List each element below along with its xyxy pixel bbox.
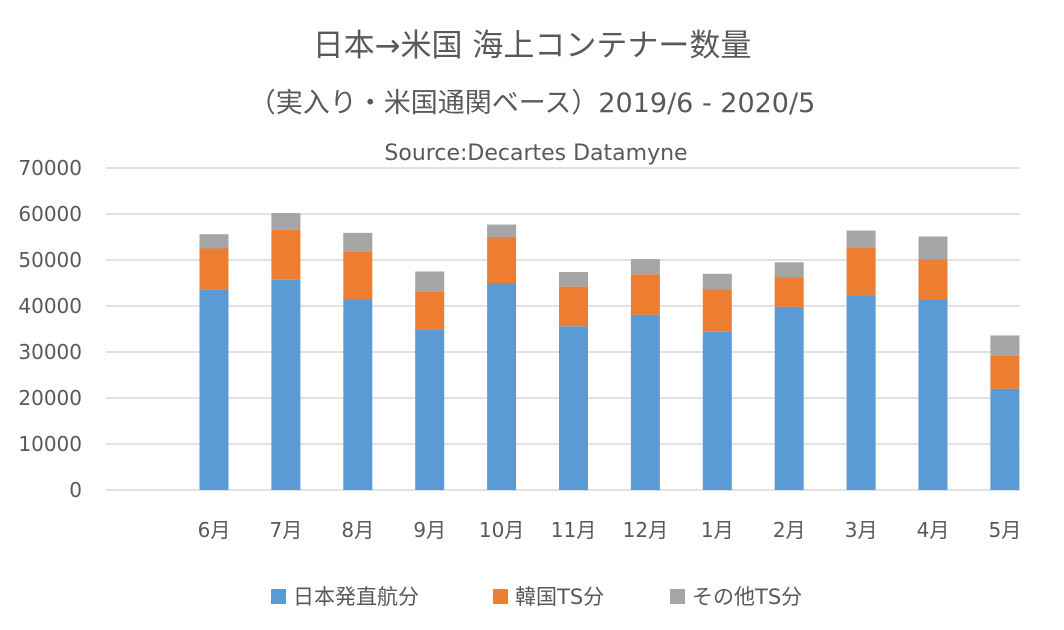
- y-tick-label: 0: [69, 478, 82, 502]
- x-tick-label: 5月: [989, 518, 1022, 542]
- bar-segment-2: [343, 251, 373, 301]
- bar-segment-2: [918, 259, 948, 300]
- bar-segment-2: [774, 277, 804, 307]
- bar-segment-1: [199, 289, 229, 490]
- bar-segment-2: [559, 286, 588, 327]
- bar-segment-1: [559, 326, 588, 490]
- x-tick-label: 9月: [413, 518, 446, 542]
- x-axis: 6月 7月 8月 9月 10月 11月 12月 1月 2月 3月 4月 5月: [198, 518, 1022, 542]
- chart-subtitle: （実入り・米国通関ベース）2019/6 - 2020/5: [249, 88, 816, 119]
- y-tick-label: 10000: [18, 432, 82, 456]
- bar-segment-1: [271, 279, 301, 490]
- bar-segment-1: [343, 300, 373, 490]
- bar-segment-2: [199, 248, 229, 290]
- y-tick-label: 30000: [18, 340, 82, 364]
- y-tick-label: 50000: [18, 248, 82, 272]
- bar-segment-1: [846, 295, 876, 490]
- x-tick-label: 3月: [845, 518, 878, 542]
- legend-label: 日本発直航分: [293, 585, 419, 609]
- x-tick-label: 1月: [701, 518, 734, 542]
- bar-segment-3: [702, 273, 732, 290]
- bar-segment-1: [918, 299, 948, 490]
- legend-label: その他TS分: [692, 585, 802, 609]
- x-tick-label: 11月: [551, 518, 596, 542]
- bars: [199, 213, 1020, 490]
- bar-segment-3: [918, 236, 948, 260]
- bar-segment-2: [990, 355, 1020, 389]
- bar-segment-3: [271, 213, 301, 230]
- bar-segment-3: [774, 262, 804, 278]
- bar-segment-1: [774, 306, 804, 490]
- chart-title: 日本→米国 海上コンテナー数量: [313, 28, 752, 64]
- bar-segment-2: [630, 274, 660, 315]
- bar-segment-1: [630, 314, 660, 490]
- bar-segment-2: [415, 291, 445, 330]
- bar-segment-3: [559, 271, 588, 287]
- y-tick-label: 20000: [18, 386, 82, 410]
- bar-segment-3: [487, 224, 517, 237]
- legend-label: 韓国TS分: [515, 585, 604, 609]
- bar-segment-1: [487, 283, 517, 490]
- legend-swatch: [670, 589, 685, 604]
- bar-segment-1: [990, 388, 1020, 490]
- bar-segment-3: [630, 259, 660, 275]
- x-tick-label: 6月: [198, 518, 231, 542]
- legend-swatch: [493, 589, 508, 604]
- bar-segment-1: [415, 329, 445, 490]
- bar-segment-3: [846, 230, 876, 249]
- chart-source: Source:Decartes Datamyne: [384, 141, 687, 166]
- bar-segment-3: [415, 271, 445, 292]
- bar-segment-2: [846, 248, 876, 296]
- bar-segment-2: [487, 237, 517, 283]
- y-axis: 70000 60000 50000 40000 30000 20000 10000 0: [18, 156, 82, 502]
- bar-segment-3: [199, 234, 229, 249]
- x-tick-label: 8月: [341, 518, 374, 542]
- x-tick-label: 2月: [773, 518, 806, 542]
- bar-segment-1: [702, 331, 732, 490]
- y-tick-label: 60000: [18, 202, 82, 226]
- legend-swatch: [271, 589, 286, 604]
- x-tick-label: 4月: [917, 518, 950, 542]
- y-tick-label: 40000: [18, 294, 82, 318]
- y-tick-label: 70000: [18, 156, 82, 180]
- legend: 日本発直航分 韓国TS分 その他TS分: [271, 585, 802, 609]
- x-tick-label: 12月: [623, 518, 668, 542]
- bar-segment-3: [343, 232, 373, 252]
- bar-segment-2: [702, 289, 732, 332]
- x-tick-label: 10月: [479, 518, 524, 542]
- bar-segment-3: [990, 335, 1020, 356]
- x-tick-label: 7月: [270, 518, 303, 542]
- bar-segment-2: [271, 229, 301, 280]
